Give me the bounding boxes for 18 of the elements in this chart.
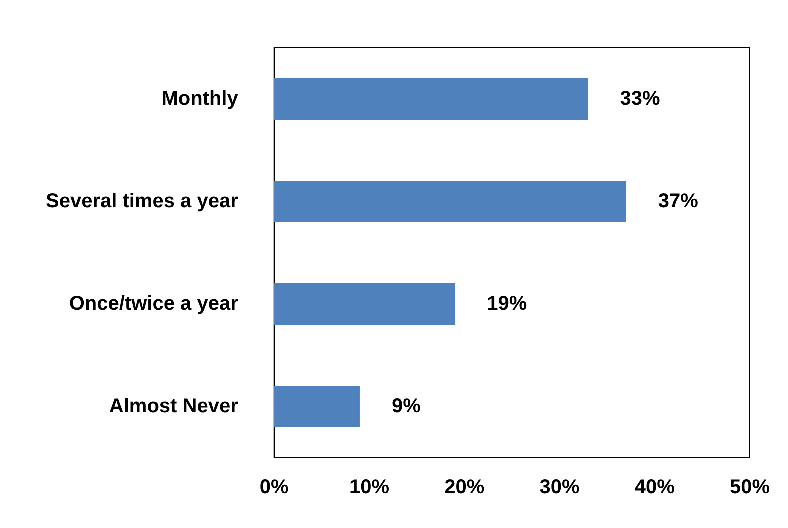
- bar: [274, 78, 588, 120]
- data-label: 19%: [487, 292, 528, 315]
- bar: [274, 180, 626, 223]
- x-tick-label: 0%: [260, 476, 290, 499]
- bar: [274, 386, 360, 428]
- y-tick-label: Several times a year: [46, 190, 239, 212]
- x-tick-label: 10%: [349, 476, 390, 499]
- y-tick-label: Monthly: [162, 88, 240, 110]
- x-tick-label: 30%: [540, 476, 580, 499]
- x-tick-label: 50%: [730, 476, 770, 499]
- bar: [274, 283, 456, 326]
- y-tick-label: Almost Never: [109, 395, 239, 418]
- data-label: 37%: [658, 190, 699, 212]
- data-label: 33%: [620, 88, 661, 110]
- data-label: 9%: [392, 395, 422, 418]
- x-tick-label: 40%: [634, 476, 676, 499]
- x-tick-label: 20%: [444, 476, 485, 499]
- y-tick-label: Once/twice a year: [69, 292, 239, 315]
